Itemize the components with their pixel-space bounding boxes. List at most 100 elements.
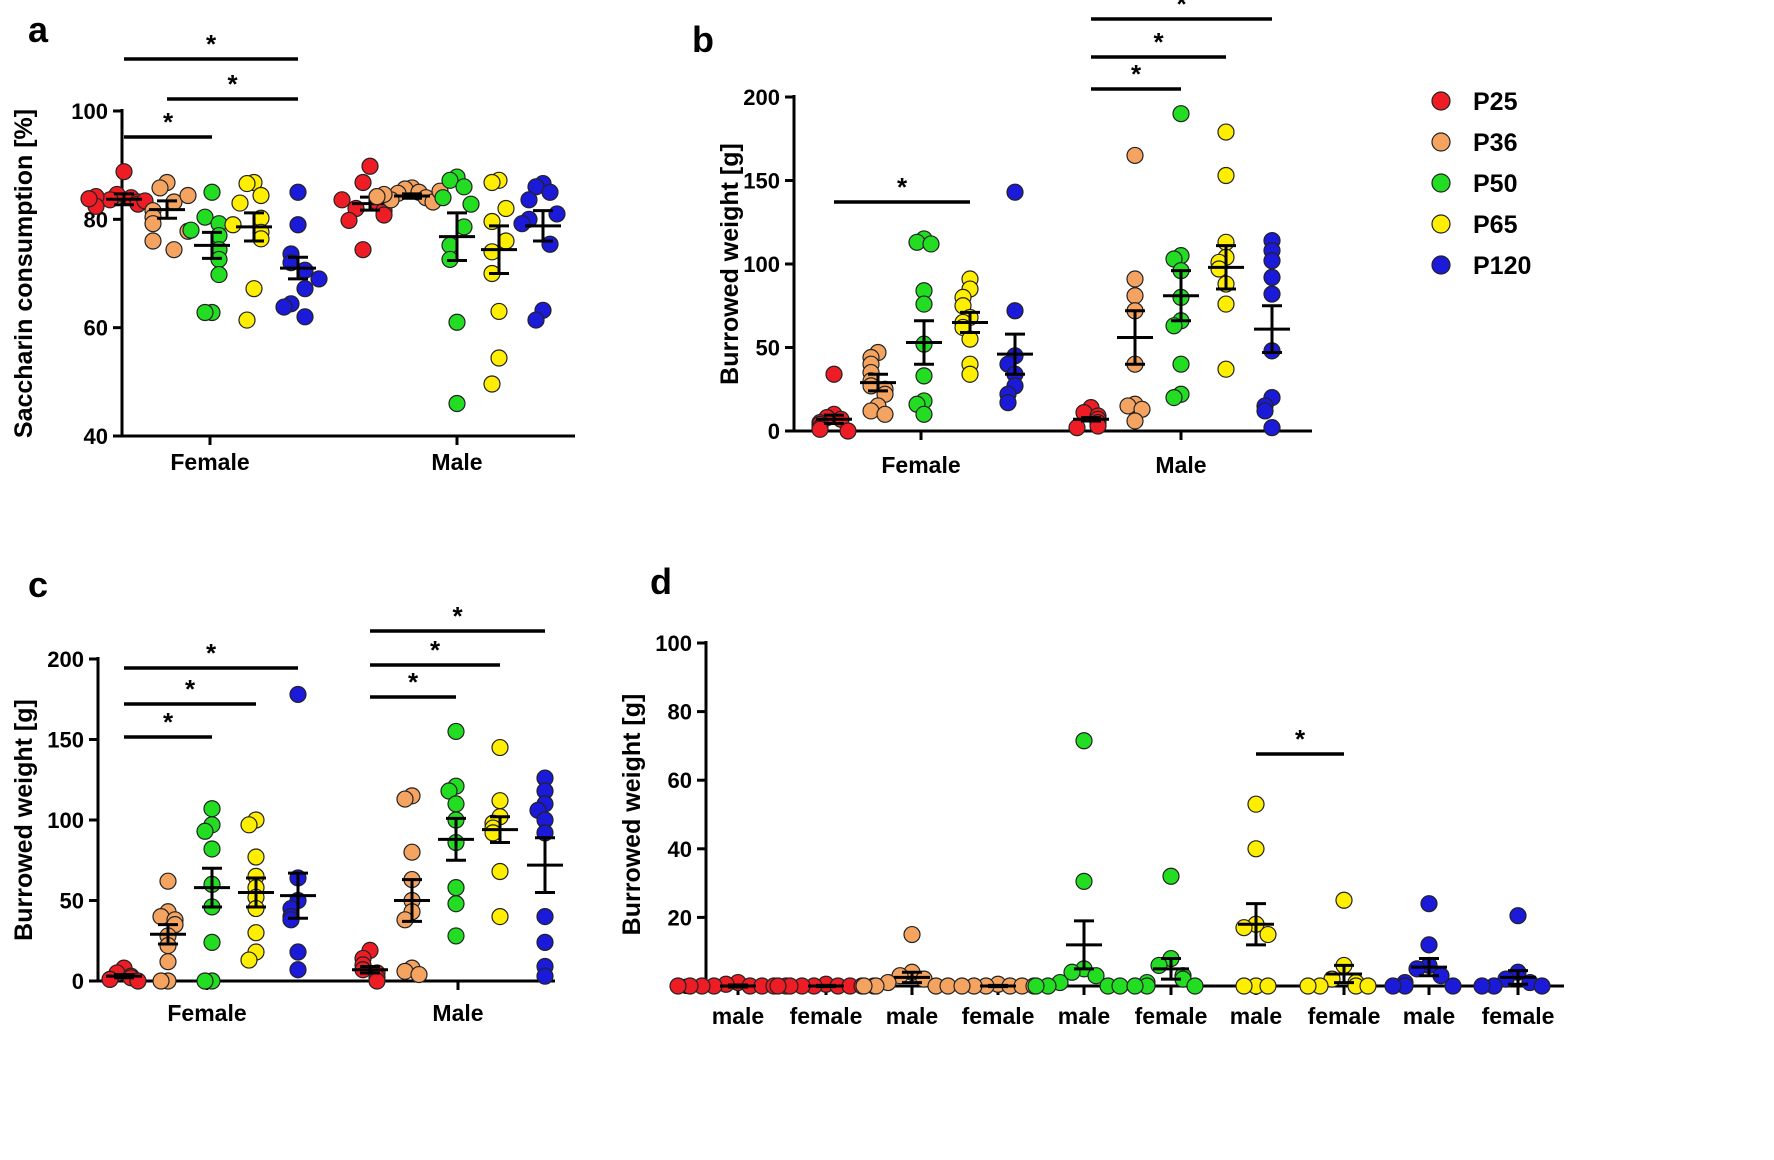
data-point (238, 311, 256, 329)
data-point (282, 911, 300, 929)
data-point (536, 933, 554, 951)
data-point (144, 232, 162, 250)
data-point (434, 189, 452, 207)
group-male-p36 (855, 925, 957, 995)
y-tick-label: 40 (668, 837, 692, 862)
significance-star: * (1295, 724, 1306, 754)
data-point (520, 191, 538, 209)
data-point (448, 394, 466, 413)
y-axis-label: Burrowed weight [g] (618, 694, 646, 936)
data-point (196, 303, 214, 322)
data-point (289, 685, 307, 704)
data-point (1006, 302, 1024, 320)
data-point (1473, 977, 1491, 995)
data-point (961, 365, 979, 383)
data-point (1075, 732, 1093, 750)
group-female-p65 (1299, 891, 1377, 995)
data-point (441, 171, 459, 189)
group-female-p65 (238, 811, 274, 969)
group-male-p50 (1027, 732, 1129, 995)
data-point (1259, 925, 1277, 944)
data-point (825, 365, 843, 383)
data-point (953, 977, 971, 995)
data-point (1075, 872, 1093, 890)
data-point (340, 211, 358, 230)
data-point (1126, 287, 1144, 305)
data-point (152, 972, 170, 990)
legend: P25 P36 P50 P65 P120 (1431, 88, 1531, 280)
data-point (536, 907, 554, 926)
group-male-p50 (434, 168, 480, 413)
group-male-p65 (1208, 123, 1244, 378)
group-male-p25 (333, 157, 393, 259)
data-point (1420, 895, 1438, 913)
data-point (999, 394, 1017, 412)
data-point (289, 961, 307, 979)
significance-star: * (897, 172, 908, 202)
data-point (1408, 960, 1426, 978)
data-point (1299, 977, 1317, 995)
data-point (165, 241, 183, 259)
data-point (491, 792, 509, 810)
y-tick-label: 80 (668, 700, 692, 725)
data-point (203, 800, 221, 818)
group-female-p120 (280, 685, 316, 979)
significance-star: * (452, 601, 463, 631)
group-female-p120 (1473, 907, 1551, 995)
y-tick-label: 200 (47, 647, 84, 672)
data-point (447, 722, 465, 741)
data-point (1235, 919, 1253, 937)
x-tick-label: female (790, 1003, 863, 1029)
data-point (1186, 977, 1204, 995)
data-point (513, 215, 531, 233)
data-point (462, 195, 480, 213)
panel-d: d020406080100Burrowed weight [g]malefema… (618, 561, 1564, 1029)
data-point (1126, 270, 1144, 288)
data-point (231, 194, 249, 212)
data-point (1217, 166, 1235, 185)
x-tick-label: male (1403, 1003, 1455, 1029)
group-male-p120 (513, 174, 566, 329)
group-male-p120 (527, 769, 563, 985)
data-point (296, 280, 314, 298)
data-point (368, 187, 386, 206)
x-tick-label: male (1230, 1003, 1282, 1029)
panel-label-a: a (28, 9, 49, 50)
data-point (1263, 285, 1281, 303)
data-point (1263, 419, 1281, 437)
x-tick-label: male (712, 1003, 764, 1029)
data-point (839, 422, 857, 440)
legend-label: P25 (1473, 88, 1518, 116)
data-point (548, 205, 566, 223)
data-point (115, 163, 133, 181)
data-point (159, 872, 177, 890)
group-male-p50 (1163, 105, 1199, 407)
group-male-p50 (438, 722, 474, 945)
data-point (289, 943, 307, 961)
data-point (196, 208, 214, 226)
y-tick-label: 60 (668, 768, 692, 793)
data-point (1172, 355, 1190, 373)
data-point (876, 405, 894, 423)
y-tick-label: 200 (743, 85, 780, 110)
data-point (354, 173, 372, 192)
group-female-p50 (194, 800, 230, 990)
panel-label-b: b (692, 19, 714, 60)
x-tick-label: female (1482, 1003, 1555, 1029)
group-male-p65 (482, 738, 518, 926)
significance-star: * (163, 707, 174, 737)
legend-label: P65 (1473, 211, 1518, 239)
y-tick-label: 100 (743, 252, 780, 277)
group-male-p120 (1254, 232, 1290, 437)
x-tick-label: female (1308, 1003, 1381, 1029)
data-point (1384, 977, 1402, 995)
legend-label: P120 (1473, 252, 1531, 280)
x-tick-label: Male (431, 449, 482, 475)
legend-label: P36 (1473, 129, 1517, 157)
data-point (769, 977, 787, 995)
y-tick-label: 40 (84, 424, 108, 449)
significance-star: * (206, 29, 217, 59)
data-point (1217, 360, 1235, 378)
data-point (333, 191, 351, 209)
